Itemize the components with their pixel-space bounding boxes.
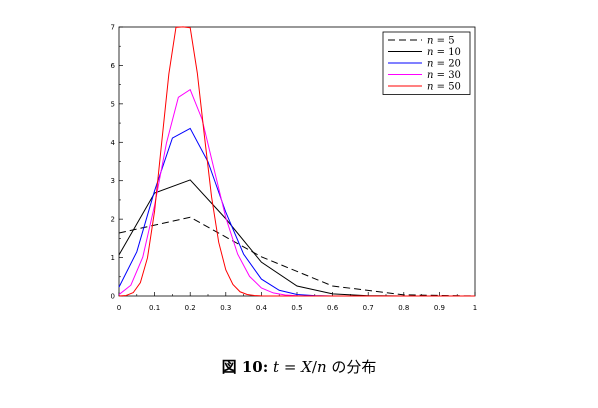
series-line-n-30 (118, 88, 475, 297)
x-tick-label: 0.4 (256, 304, 268, 312)
y-tick-label: 2 (111, 216, 115, 224)
x-tick-label: 0.7 (363, 304, 374, 312)
series-line-n-5 (118, 216, 476, 297)
x-tick-label: 0.1 (149, 304, 160, 312)
legend-label-n-10: n = 10 (427, 47, 461, 58)
y-tick-label: 6 (111, 62, 116, 70)
distribution-chart: 0 0.1 0.2 0.3 0.4 0.5 0.6 0.7 0.8 0.9 1 0 1 2 3 4 5 6 7 n … (111, 24, 478, 313)
series-line-n-10 (118, 179, 475, 297)
series-line-n-50 (118, 26, 475, 297)
y-tick-label: 1 (111, 254, 115, 262)
y-tick-label: 5 (111, 100, 115, 108)
x-tick-label: 0.6 (327, 304, 339, 312)
x-tick-label: 0.9 (434, 304, 445, 312)
x-tick-label: 0 (117, 304, 121, 312)
x-tick-label: 1 (473, 304, 477, 312)
caption-var-n: n (316, 358, 327, 376)
caption-label: 図 10: (221, 358, 269, 376)
x-tick-label: 0.5 (291, 304, 302, 312)
caption-slash: / (311, 358, 317, 376)
caption-suffix: の分布 (331, 358, 377, 376)
figure-caption: 図 10: t = X/n の分布 (0, 356, 598, 377)
y-tick-label: 4 (111, 139, 116, 147)
legend-label-n-5: n = 5 (427, 36, 455, 47)
x-tick-label: 0.8 (398, 304, 409, 312)
x-tick-label: 0.3 (220, 304, 231, 312)
series-lines (118, 26, 476, 297)
y-tick-label: 3 (111, 177, 115, 185)
caption-equals: = (283, 358, 297, 376)
y-tick-label: 0 (111, 293, 115, 301)
axis-tick-labels: 0 0.1 0.2 0.3 0.4 0.5 0.6 0.7 0.8 0.9 1 0 1 2 3 4 5 6 7 (111, 24, 478, 313)
legend-label-n-30: n = 30 (427, 70, 461, 81)
y-tick-label: 7 (111, 24, 115, 32)
x-tick-label: 0.2 (185, 304, 196, 312)
legend-label-n-20: n = 20 (427, 59, 461, 70)
legend-label-n-50: n = 50 (427, 82, 461, 93)
caption-var-t: t (273, 358, 280, 376)
legend: n = 5n = 10n = 20n = 30n = 50 (382, 31, 471, 95)
caption-var-x: X (301, 358, 312, 376)
